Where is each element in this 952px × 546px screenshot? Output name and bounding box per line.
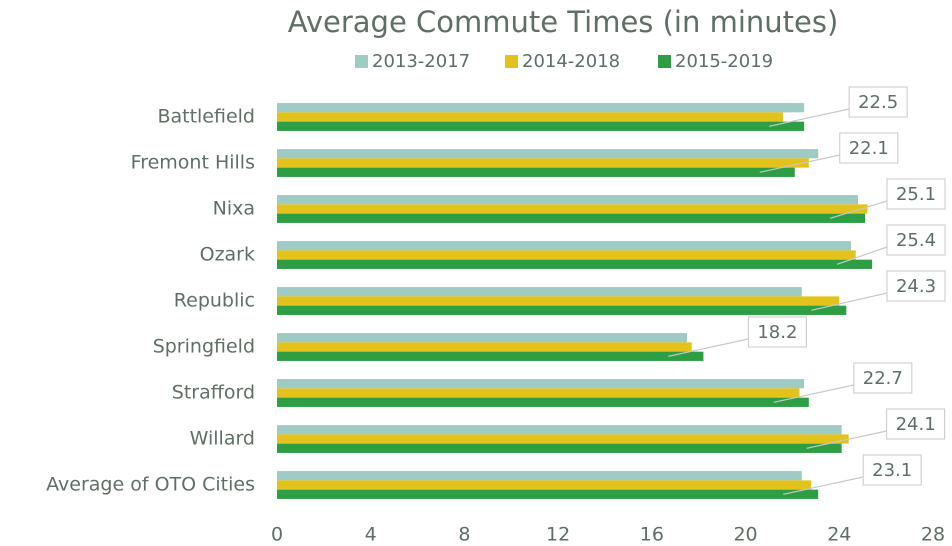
leader-line [811,292,888,311]
y-tick-label: Republic [174,290,255,312]
leader-line [836,246,888,265]
y-tick-label: Springfield [153,336,255,358]
x-tick-label: 8 [458,524,470,546]
bar [277,333,687,343]
bar [277,121,805,131]
x-tick-label: 16 [640,524,664,546]
y-tick-label: Ozark [200,244,255,266]
leader-line [783,476,864,495]
y-tick-label: Fremont Hills [131,152,255,174]
data-label: 22.7 [863,368,903,389]
x-tick-label: 4 [365,524,377,546]
data-label: 22.5 [858,92,898,113]
bar [277,158,809,168]
data-label: 24.3 [896,276,936,297]
bar [277,250,856,260]
data-label-box [886,224,946,256]
data-label-box [862,454,922,486]
data-label-box [853,362,913,394]
bar [277,296,840,306]
bar [277,425,842,435]
leader-line [773,384,854,403]
legend-swatch [355,55,368,68]
bar [277,259,873,269]
legend-swatch [505,55,518,68]
bar [277,351,704,361]
legend-label: 2013-2017 [372,51,470,72]
bar [277,195,859,205]
x-tick-label: 24 [827,524,851,546]
bar [277,213,866,223]
legend-label: 2015-2019 [675,51,773,72]
data-label: 25.4 [896,230,936,251]
bar [277,471,802,481]
x-tick-label: 12 [546,524,570,546]
bar [277,388,800,398]
data-label: 23.1 [872,460,912,481]
y-tick-label: Strafford [172,382,255,404]
bar [277,434,849,444]
y-tick-label: Willard [190,428,255,450]
data-label-box [848,86,908,118]
bar [277,489,819,499]
bar [277,305,847,315]
data-label-box [886,408,946,440]
data-label-box [886,178,946,210]
bar [277,342,692,352]
bar [277,241,851,251]
bar [277,480,812,490]
bar [277,149,819,159]
data-label: 25.1 [896,184,936,205]
x-tick-label: 28 [921,524,945,546]
y-tick-label: Nixa [213,198,255,220]
bar [277,204,868,214]
legend-label: 2014-2018 [522,51,620,72]
y-tick-label: Average of OTO Cities [46,474,255,496]
leader-line [806,430,887,449]
bar [277,103,805,113]
data-label-box [747,316,807,348]
bar [277,443,842,453]
bar [277,112,784,122]
y-tick-label: Battlefield [157,106,255,128]
bar [277,397,809,407]
leader-line [829,200,888,219]
data-label: 18.2 [757,322,797,343]
data-label: 24.1 [896,414,936,435]
data-label-box [886,270,946,302]
data-label-box [839,132,899,164]
leader-line [759,154,840,173]
bar [277,287,802,297]
x-tick-label: 0 [271,524,283,546]
legend-swatch [658,55,671,68]
data-label: 22.1 [849,138,889,159]
x-tick-label: 20 [733,524,757,546]
bar [277,167,795,177]
leader-line [769,108,850,127]
leader-line [668,338,749,357]
bar [277,379,805,389]
chart-title: Average Commute Times (in minutes) [288,5,839,39]
